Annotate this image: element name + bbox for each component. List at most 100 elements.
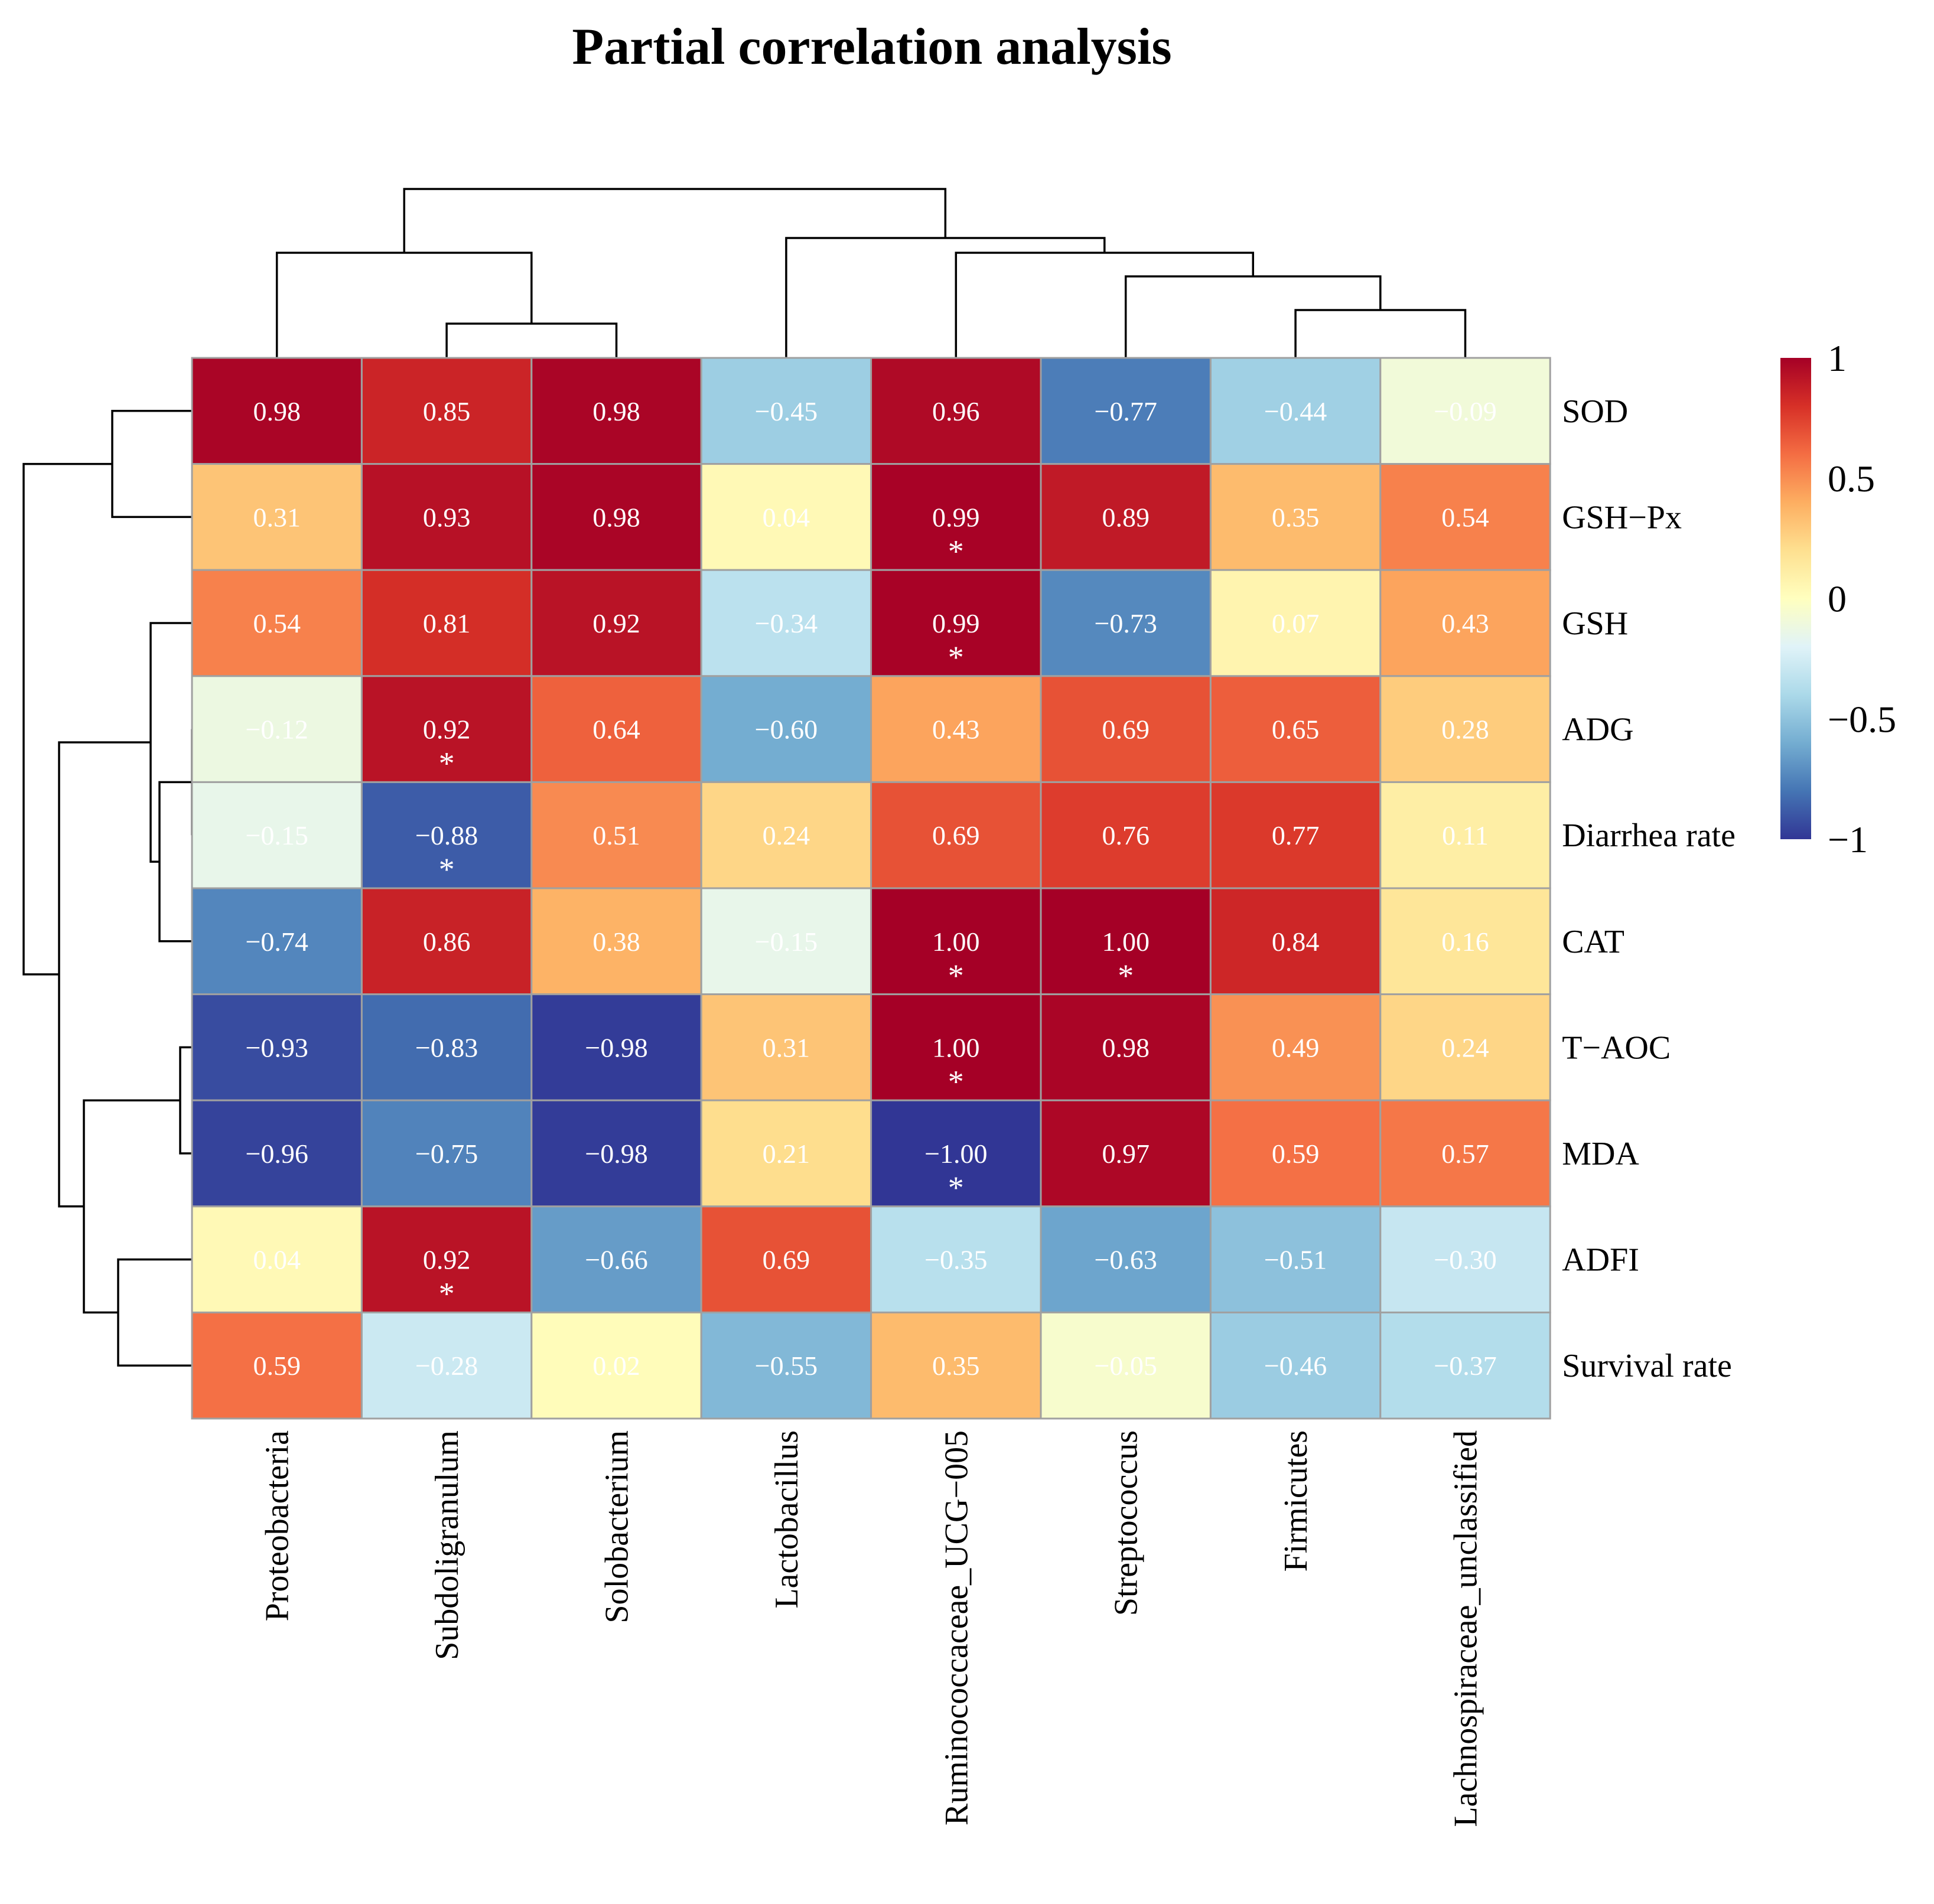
cell-value-label: 0.69 [763,1245,810,1275]
cell-value-label: 0.85 [423,396,471,426]
row-label: Diarrhea rate [1562,817,1736,854]
row-labels: SOD GSH−Px GSH ADG Diarrhea rate CAT T−AOC MDA A… [1562,393,1736,1384]
cell-value-label: 0.24 [1441,1032,1489,1062]
heatmap-cell [1379,569,1551,677]
cell-value-label: −0.35 [924,1245,987,1275]
heatmap-cell [870,1311,1042,1420]
heatmap-cell [191,675,363,783]
heatmap-cell [530,1205,702,1313]
cell-value-label: 0.76 [1102,820,1150,850]
cell-value-label: 0.54 [1441,502,1489,532]
color-legend-bar [1780,358,1811,839]
heatmap-cell [1209,675,1382,783]
legend-tick-label: 0 [1828,578,1847,620]
heatmap-cell [870,675,1042,783]
heatmap-cell [700,1205,872,1313]
cell-value-label: −0.83 [415,1032,478,1062]
legend-tick-label: −1 [1828,819,1868,860]
heatmap-cell [1209,1205,1382,1313]
heatmap-cell [360,675,533,783]
heatmap-cell [870,993,1042,1101]
heatmap-cell [870,781,1042,889]
cell-value-label: 0.28 [1441,715,1489,745]
cell-value-label: −0.73 [1094,608,1157,638]
heatmap-cell [360,569,533,677]
cell-value-label: 0.31 [763,1032,810,1062]
legend-tick-label: 0.5 [1828,458,1875,500]
cell-value-label: −0.63 [1094,1245,1157,1275]
cell-value-label: −0.15 [245,820,308,850]
significance-marker: * [948,640,964,675]
heatmap-cell [870,1205,1042,1313]
cell-value-label: −0.09 [1434,396,1496,426]
cell-value-label: 0.51 [592,820,640,850]
cell-value-label: 0.99 [932,608,980,638]
heatmap-cell [1040,1311,1212,1420]
heatmap-cell [530,675,702,783]
dendrogram-branch [83,1099,180,1314]
color-legend: 1 0.5 0 −0.5 −1 [1780,337,1896,860]
legend-tick-label: −0.5 [1828,698,1896,740]
cell-value-label: 0.24 [763,820,810,850]
cell-value-label: 0.86 [423,927,471,957]
heatmap-cell [700,1099,872,1208]
heatmap-cell [360,1311,533,1420]
column-label: Proteobacteria [259,1430,296,1622]
heatmap-cell [1209,1099,1382,1208]
heatmap-cell [1040,357,1212,465]
cell-value-label: −0.28 [415,1351,478,1381]
column-dendrogram [275,188,1467,358]
dendrogram-branch [111,410,192,519]
heatmap-cell [1379,1205,1551,1313]
cell-value-label: 0.65 [1272,715,1320,745]
cell-value-label: 0.49 [1272,1032,1320,1062]
dendrogram-branch [58,741,151,1208]
row-label: CAT [1562,924,1624,960]
heatmap-cell [870,1099,1042,1208]
heatmap-cell [1379,675,1551,783]
cell-value-label: −0.96 [245,1139,308,1169]
cell-value-label: 1.00 [932,1032,980,1062]
dendrogram-branch [785,237,1106,358]
significance-marker: * [439,746,455,781]
dendrogram-branch [22,462,112,976]
heatmap-cell [1040,1099,1212,1208]
heatmap-cell [530,1099,702,1208]
cell-value-label: 0.59 [1272,1139,1320,1169]
cell-value-label: 0.98 [1102,1032,1150,1062]
heatmap-cell [360,781,533,889]
cell-value-label: 0.07 [1272,608,1320,638]
cell-value-label: 0.43 [1441,608,1489,638]
heatmap-cell [191,463,363,571]
cell-value-label: −0.55 [755,1351,818,1381]
cell-value-label: −0.98 [585,1032,647,1062]
heatmap-cell [1379,357,1551,465]
significance-marker: * [1118,958,1134,993]
cell-value-label: 0.92 [423,715,471,745]
row-label: T−AOC [1562,1029,1671,1066]
column-label: Lactobacillus [769,1430,805,1609]
legend-tick-label: 1 [1828,337,1847,379]
heatmap-cell [700,993,872,1101]
row-dendrogram [22,410,193,1367]
heatmap-cell [191,781,363,889]
cell-value-label: 0.89 [1102,502,1150,532]
row-label: ADFI [1562,1242,1639,1279]
heatmap-cells: 0.98 0.85 0.98 −0.45 0.96 −0.77 −0.44 −0.09 0.31… [191,357,1551,1420]
cell-value-label: 0.35 [1272,502,1320,532]
row-label: SOD [1562,393,1628,430]
significance-marker: * [439,1276,455,1312]
cell-value-label: 1.00 [932,927,980,957]
dendrogram-branch [445,322,618,358]
cell-value-label: −0.51 [1264,1245,1327,1275]
heatmap-cell [1040,675,1212,783]
heatmap-cell [360,463,533,571]
heatmap-cell [530,781,702,889]
cell-value-label: −0.12 [245,715,308,745]
cell-value-label: 0.04 [763,502,810,532]
cell-value-label: 0.69 [932,820,980,850]
cell-value-label: −0.34 [755,608,818,638]
heatmap-cell [1379,1311,1551,1420]
row-label: Survival rate [1562,1348,1732,1384]
